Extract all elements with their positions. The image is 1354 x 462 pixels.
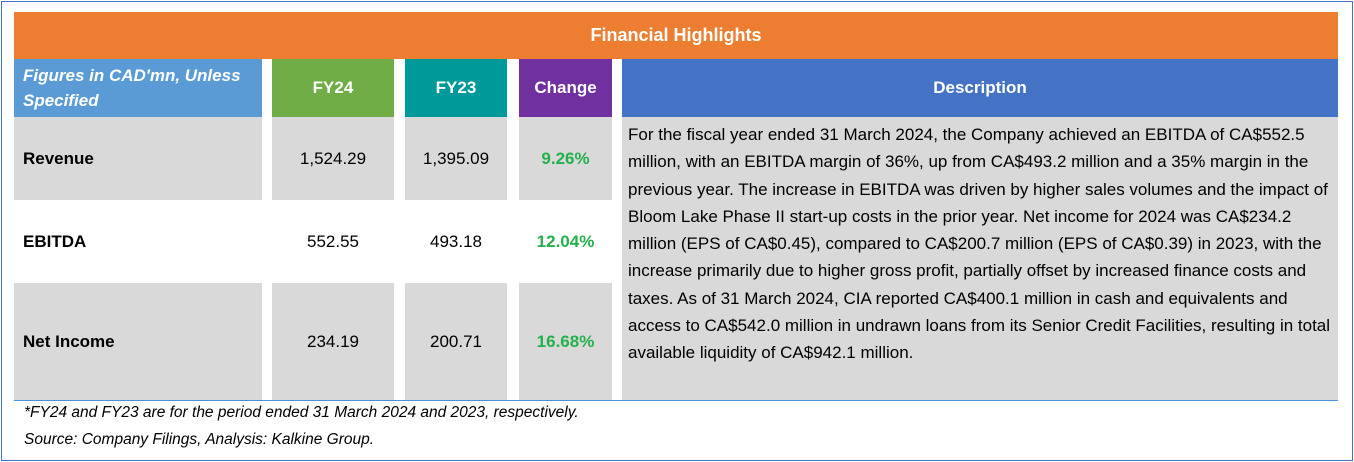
revenue-fy24: 1,524.29 <box>272 117 394 200</box>
net-income-fy24: 234.19 <box>272 283 394 400</box>
table-bottom-rule <box>14 400 1338 401</box>
row-label-revenue: Revenue <box>14 117 262 200</box>
description-text: For the fiscal year ended 31 March 2024,… <box>622 117 1338 400</box>
header-label: Figures in CAD'mn, Unless Specified <box>14 59 262 117</box>
row-label-ebitda: EBITDA <box>23 231 87 251</box>
ebitda-change: 12.04% <box>536 231 595 251</box>
header-fy23: FY23 <box>405 59 507 117</box>
footnote-period: *FY24 and FY23 are for the period ended … <box>24 404 579 421</box>
revenue-change: 9.26% <box>519 117 612 200</box>
header-description: Description <box>622 59 1338 117</box>
table-title: Financial Highlights <box>14 12 1338 59</box>
ebitda-fy24: 552.55 <box>307 231 359 251</box>
row-label-net-income: Net Income <box>14 283 262 400</box>
net-income-change: 16.68% <box>519 283 612 400</box>
header-fy24: FY24 <box>272 59 394 117</box>
ebitda-fy23: 493.18 <box>430 231 482 251</box>
header-label-text: Figures in CAD'mn, Unless Specified <box>23 66 241 110</box>
header-change: Change <box>519 59 612 117</box>
footnote-source: Source: Company Filings, Analysis: Kalki… <box>24 431 375 448</box>
revenue-fy23: 1,395.09 <box>405 117 507 200</box>
net-income-fy23: 200.71 <box>405 283 507 400</box>
